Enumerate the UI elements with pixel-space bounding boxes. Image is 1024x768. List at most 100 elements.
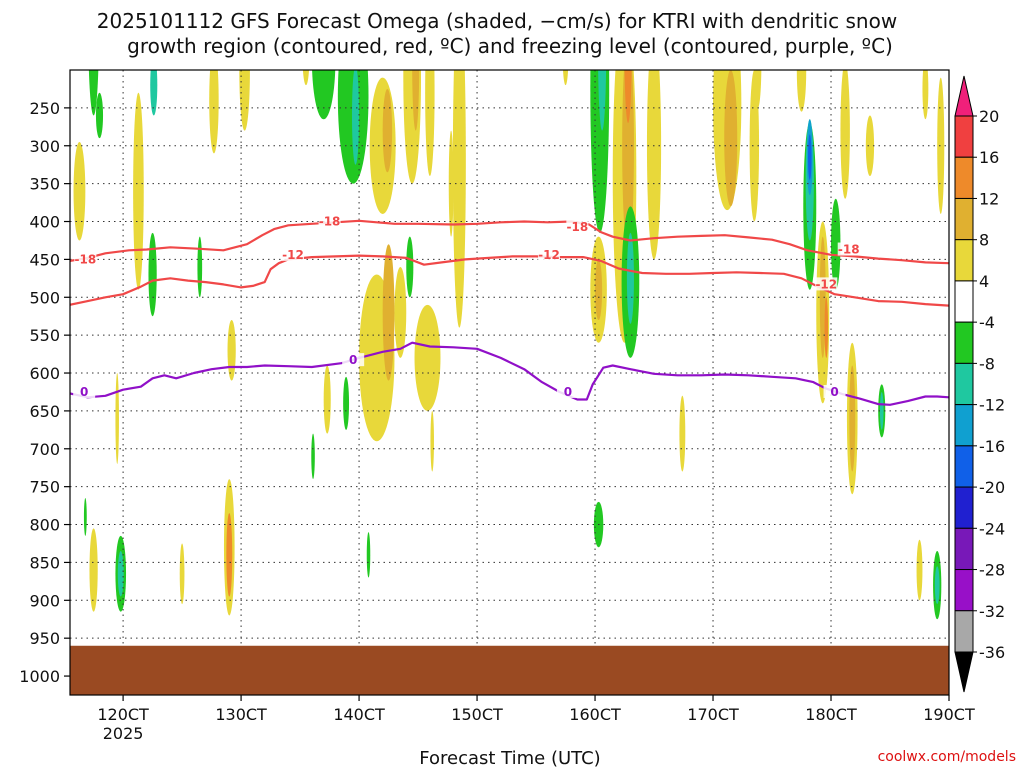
- colorbar-box: [954, 527, 974, 571]
- contour-label-dgz-18: -18: [74, 252, 96, 266]
- x-tick-label: 170CT: [687, 705, 739, 724]
- colorbar-box: [954, 404, 974, 447]
- contour-label-dgz-12: -12: [538, 248, 560, 262]
- contour-label-bg: [566, 219, 589, 233]
- colorbar-label: -16: [979, 437, 1005, 456]
- contour-label-freezing-level: 0: [349, 353, 357, 367]
- omega-patch: [916, 539, 923, 601]
- y-tick-label: 300: [29, 137, 60, 156]
- y-tick-label: 400: [29, 213, 60, 232]
- omega-patch: [406, 236, 414, 298]
- contour-label-bg: [556, 384, 579, 398]
- omega-patch: [209, 70, 219, 154]
- colorbar-label: 20: [979, 107, 999, 126]
- ground-terrain: [70, 645, 949, 695]
- contour-label-bg: [281, 247, 304, 261]
- x-tick-label: 190CT: [923, 705, 975, 724]
- omega-patch: [88, 70, 99, 116]
- contour-label-dgz-18: -18: [838, 243, 860, 257]
- omega-patch: [934, 566, 940, 605]
- y-tick-label: 1000: [19, 667, 60, 686]
- omega-patch: [679, 395, 686, 472]
- contour-label-bg: [823, 384, 846, 398]
- omega-patch: [133, 92, 144, 290]
- colorbar-label: -24: [979, 519, 1005, 538]
- colorbar-box: [954, 321, 974, 364]
- omega-patch: [83, 498, 87, 536]
- y-tick-label: 750: [29, 478, 60, 497]
- omega-patch: [148, 232, 157, 317]
- contour-label-dgz-12: -12: [815, 277, 837, 291]
- contour-label-bg: [815, 277, 838, 291]
- colorbar-box: [954, 445, 974, 488]
- omega-patch: [227, 320, 236, 381]
- colorbar-bottom-triangle: [954, 651, 974, 693]
- omega-patch: [150, 70, 158, 116]
- omega-patch: [624, 70, 632, 124]
- y-tick-label: 250: [29, 99, 60, 118]
- omega-patch: [754, 70, 762, 108]
- contour-label-freezing-level: 0: [80, 385, 88, 399]
- y-tick-label: 850: [29, 553, 60, 572]
- omega-patch: [937, 77, 945, 214]
- credit-text: coolwx.com/models: [878, 749, 1016, 765]
- contour-lines: -18 -18 -18 -18 -12 -12 -12 0 0 0 0: [70, 214, 949, 406]
- omega-patch: [840, 70, 850, 199]
- omega-patch: [430, 410, 434, 472]
- y-tick-label: 900: [29, 591, 60, 610]
- colorbar-label: 8: [979, 231, 989, 250]
- x-tick-label: 160CT: [569, 705, 621, 724]
- omega-patch: [382, 244, 395, 381]
- omega-patch: [302, 70, 310, 86]
- omega-patch: [865, 115, 875, 177]
- contour-label-bg: [74, 252, 97, 266]
- contour-label-freezing-level: 0: [564, 385, 572, 399]
- y-tick-label: 350: [29, 175, 60, 194]
- y-tick-label: 950: [29, 629, 60, 648]
- omega-patch: [562, 70, 569, 86]
- omega-patch: [343, 376, 350, 430]
- contour-label-dgz-18: -18: [566, 220, 588, 234]
- omega-patch: [808, 134, 812, 180]
- colorbar-label: -28: [979, 561, 1005, 580]
- omega-patch: [412, 70, 420, 131]
- contour-label-bg: [342, 353, 365, 367]
- omega-patch: [197, 236, 203, 298]
- y-tick-label: 550: [29, 326, 60, 345]
- x-tick-label: 120CT: [97, 705, 149, 724]
- colorbar-label: 4: [979, 272, 989, 291]
- omega-patch: [452, 70, 466, 328]
- contour-label-bg: [538, 247, 561, 261]
- contour-label-dgz-12: -12: [282, 248, 304, 262]
- omega-patch: [916, 17, 923, 62]
- colorbar: 20 16 12 8 4 -4 -8 -12 -16 -20 -24 -28 -32 -36: [954, 75, 1005, 693]
- colorbar-label: -20: [979, 478, 1005, 497]
- y-axis: 250 300 350 400 450 500 550 600 650 700 750 800 850 9…: [19, 99, 70, 686]
- omega-patch: [312, 70, 336, 120]
- omega-patch: [414, 304, 441, 411]
- omega-patch: [95, 92, 104, 139]
- colorbar-box: [954, 239, 974, 282]
- colorbar-top-triangle: [954, 75, 974, 117]
- omega-patch: [239, 70, 250, 131]
- colorbar-box: [954, 610, 974, 653]
- x-tick-label: 140CT: [333, 705, 385, 724]
- y-tick-label: 500: [29, 288, 60, 307]
- omega-patch: [89, 528, 98, 612]
- omega-patch: [724, 70, 738, 207]
- chart-title-line-1: 2025101112 GFS Forecast Omega (shaded, −…: [97, 9, 897, 33]
- omega-patch: [115, 373, 119, 464]
- colorbar-label: -4: [979, 313, 995, 332]
- omega-patch: [922, 70, 929, 120]
- omega-patch: [448, 130, 454, 237]
- y-tick-label: 600: [29, 364, 60, 383]
- omega-patch: [226, 513, 233, 597]
- plot-area: -18 -18 -18 -18 -12 -12 -12 0 0 0 0: [69, 17, 950, 696]
- contour-label-bg: [73, 384, 96, 398]
- omega-patch: [879, 391, 884, 430]
- omega-patch: [646, 70, 662, 260]
- x-tick-sublabel: 2025: [103, 724, 144, 743]
- colorbar-box: [954, 156, 974, 199]
- colorbar-label: 16: [979, 148, 999, 167]
